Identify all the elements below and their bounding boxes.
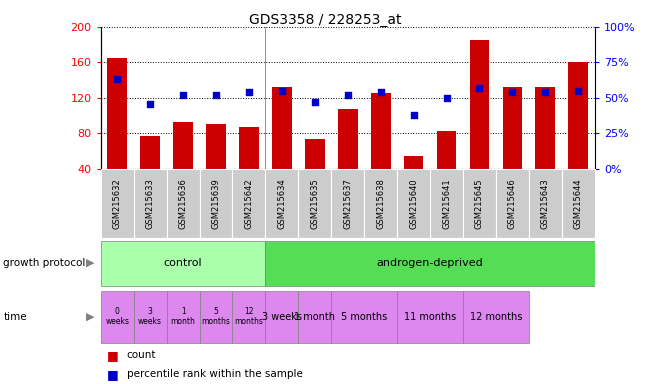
Text: GSM215639: GSM215639 — [211, 178, 220, 229]
Text: GSM215641: GSM215641 — [442, 178, 451, 229]
Bar — [332, 169, 364, 238]
Point — [573, 88, 584, 94]
Text: GDS3358 / 228253_at: GDS3358 / 228253_at — [249, 13, 401, 27]
Text: time: time — [3, 312, 27, 322]
Text: 5 months: 5 months — [341, 312, 387, 322]
Bar — [134, 291, 166, 343]
Bar — [437, 131, 456, 169]
Bar — [233, 169, 265, 238]
Bar — [101, 291, 134, 343]
Text: 12 months: 12 months — [470, 312, 522, 322]
Bar — [430, 169, 463, 238]
Point — [145, 101, 155, 107]
Bar — [134, 169, 166, 238]
Bar — [200, 169, 233, 238]
Text: 1 month: 1 month — [294, 312, 335, 322]
Bar — [496, 169, 529, 238]
Point — [277, 88, 287, 94]
Point — [211, 92, 221, 98]
Point — [343, 92, 353, 98]
Text: GSM215645: GSM215645 — [475, 178, 484, 229]
Bar — [469, 40, 489, 169]
Bar — [265, 291, 298, 343]
Point — [178, 92, 188, 98]
Bar — [200, 291, 233, 343]
Text: GSM215635: GSM215635 — [310, 178, 319, 229]
Bar — [166, 169, 200, 238]
Point — [112, 76, 122, 83]
Text: GSM215640: GSM215640 — [409, 178, 418, 229]
Bar — [502, 87, 523, 169]
Bar — [140, 136, 160, 169]
Bar — [239, 127, 259, 169]
Point — [244, 89, 254, 95]
Point — [441, 95, 452, 101]
Bar — [463, 291, 529, 343]
Bar — [404, 156, 424, 169]
Text: growth protocol: growth protocol — [3, 258, 86, 268]
Bar — [370, 93, 391, 169]
Text: 3
weeks: 3 weeks — [138, 307, 162, 326]
Bar — [529, 169, 562, 238]
Text: GSM215638: GSM215638 — [376, 178, 385, 229]
Point — [540, 89, 551, 95]
Text: GSM215632: GSM215632 — [112, 178, 122, 229]
Text: GSM215643: GSM215643 — [541, 178, 550, 229]
Text: GSM215633: GSM215633 — [146, 178, 155, 229]
Text: GSM215637: GSM215637 — [343, 178, 352, 229]
Point — [507, 89, 517, 95]
Text: percentile rank within the sample: percentile rank within the sample — [127, 369, 303, 379]
Text: GSM215642: GSM215642 — [244, 178, 254, 229]
Text: control: control — [164, 258, 202, 268]
Text: GSM215634: GSM215634 — [278, 178, 287, 229]
Text: 0
weeks: 0 weeks — [105, 307, 129, 326]
Text: GSM215646: GSM215646 — [508, 178, 517, 229]
Bar — [272, 87, 292, 169]
Bar — [397, 169, 430, 238]
Bar — [305, 139, 325, 169]
Text: 11 months: 11 months — [404, 312, 456, 322]
Text: count: count — [127, 350, 156, 360]
Bar — [298, 291, 332, 343]
Bar — [265, 240, 595, 286]
Point — [474, 85, 485, 91]
Bar — [107, 58, 127, 169]
Text: ▶: ▶ — [86, 312, 94, 322]
Text: GSM215644: GSM215644 — [574, 178, 583, 229]
Bar — [233, 291, 265, 343]
Text: 1
month: 1 month — [171, 307, 196, 326]
Bar — [332, 291, 397, 343]
Bar — [536, 87, 555, 169]
Bar — [562, 169, 595, 238]
Point — [309, 99, 320, 105]
Bar — [298, 169, 332, 238]
Text: 12
months: 12 months — [235, 307, 263, 326]
Text: androgen-deprived: androgen-deprived — [377, 258, 484, 268]
Text: 3 weeks: 3 weeks — [262, 312, 302, 322]
Point — [376, 89, 386, 95]
Bar — [101, 240, 265, 286]
Text: ■: ■ — [107, 349, 119, 362]
Bar — [397, 291, 463, 343]
Bar — [463, 169, 496, 238]
Bar — [364, 169, 397, 238]
Bar — [338, 109, 358, 169]
Text: 5
months: 5 months — [202, 307, 231, 326]
Text: ■: ■ — [107, 368, 119, 381]
Bar — [101, 169, 134, 238]
Text: GSM215636: GSM215636 — [179, 178, 188, 229]
Bar — [265, 169, 298, 238]
Bar — [166, 291, 200, 343]
Bar — [173, 122, 193, 169]
Bar — [206, 124, 226, 169]
Text: ▶: ▶ — [86, 258, 94, 268]
Bar — [568, 62, 588, 169]
Point — [408, 112, 419, 118]
